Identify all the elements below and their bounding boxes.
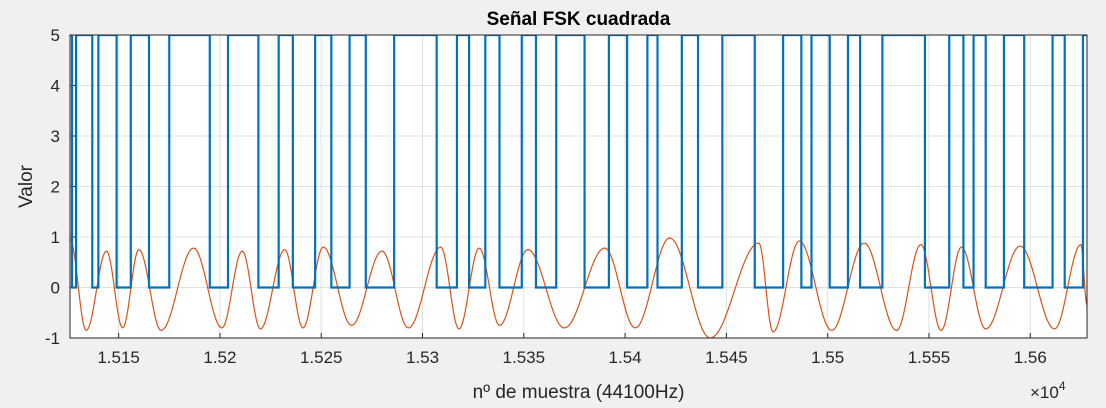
y-tick-label: 1 <box>51 228 60 247</box>
y-tick-label: 2 <box>51 178 60 197</box>
series-area <box>70 35 1087 338</box>
x-tick-label: 1.515 <box>97 348 140 367</box>
x-tick-label: 1.53 <box>406 348 439 367</box>
x-tick-label: 1.555 <box>908 348 951 367</box>
x-tick-label: 1.56 <box>1014 348 1047 367</box>
x-tick-label: 1.525 <box>300 348 343 367</box>
y-tick-label: -1 <box>45 329 60 348</box>
x-tick-label: 1.54 <box>609 348 642 367</box>
series-line-sine <box>70 237 1087 338</box>
x-tick-label: 1.55 <box>811 348 844 367</box>
axes-frame <box>69 34 1088 339</box>
x-tick-label: 1.545 <box>705 348 748 367</box>
chart-title: Señal FSK cuadrada <box>487 9 671 30</box>
y-axis-label: Valor <box>16 164 37 208</box>
y-tick-label: 4 <box>51 77 60 96</box>
x-axis-exponent: ×104 <box>1030 379 1066 402</box>
x-axis-exponent-base: ×10 <box>1030 383 1059 402</box>
tick-labels: 1.515 1.52 1.525 1.53 1.535 1.54 1.545 1.55 1.55… <box>45 26 1047 367</box>
y-tick-label: 5 <box>51 26 60 45</box>
x-axis-label: nº de muestra (44100Hz) <box>473 382 685 403</box>
x-tick-label: 1.535 <box>503 348 546 367</box>
x-tick-label: 1.52 <box>203 348 236 367</box>
y-tick-label: 0 <box>51 279 60 298</box>
y-tick-label: 3 <box>51 127 60 146</box>
series-line-square <box>70 35 1087 289</box>
x-axis-exponent-power: 4 <box>1059 379 1066 393</box>
